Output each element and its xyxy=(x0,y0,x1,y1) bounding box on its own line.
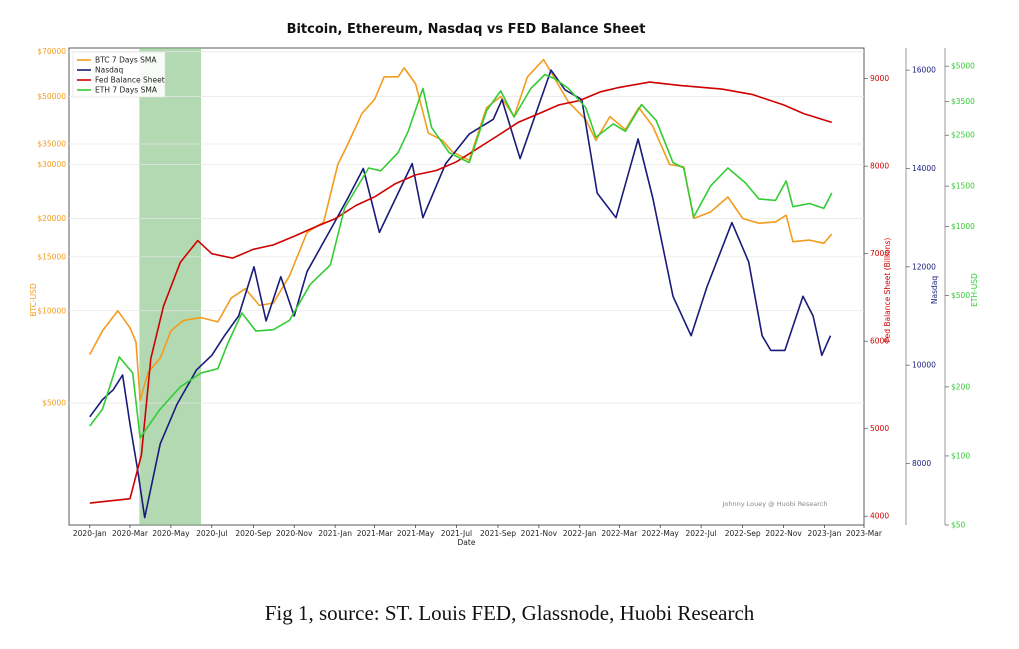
nasdaq-axis-label: Nasdaq xyxy=(930,276,939,304)
btc-tick-label: $15000 xyxy=(37,252,66,261)
x-tick-label: 2021-Jul xyxy=(441,529,472,538)
x-tick-label: 2023-Jan xyxy=(808,529,842,538)
chart-title: Bitcoin, Ethereum, Nasdaq vs FED Balance… xyxy=(287,22,646,37)
eth-tick-label: $2500 xyxy=(951,131,975,140)
eth-axis-label: ETH-USD xyxy=(970,273,979,307)
series-line-fed xyxy=(89,81,833,504)
x-tick-label: 2020-Jan xyxy=(73,529,107,538)
x-tick-label: 2021-Sep xyxy=(480,529,516,538)
figure-caption: Fig 1, source: ST. Louis FED, Glassnode,… xyxy=(264,601,755,625)
x-tick-label: 2022-Mar xyxy=(601,529,638,538)
axis-layer: 2020-Jan 2020-Mar 2020-May 2020-Jul 2020-Sep… xyxy=(29,47,979,547)
x-tick-label: 2021-Mar xyxy=(357,529,394,538)
nasdaq-tick-label: 16000 xyxy=(912,66,936,75)
x-tick-label: 2022-Sep xyxy=(725,529,761,538)
btc-tick-label: $35000 xyxy=(37,140,66,149)
x-tick-label: 2020-Sep xyxy=(235,529,271,538)
plot-area xyxy=(68,47,865,526)
fed-tick-label: 5000 xyxy=(870,424,889,433)
x-tick-label: 2020-Jul xyxy=(196,529,227,538)
nasdaq-tick-label: 10000 xyxy=(912,361,936,370)
eth-tick-label: $50 xyxy=(951,521,966,530)
fed-tick-label: 6000 xyxy=(870,337,889,346)
grid-layer xyxy=(69,51,864,404)
x-tick-label: 2021-May xyxy=(397,529,435,538)
legend: BTC 7 Days SMA Nasdaq Fed Balance Sheet … xyxy=(72,51,166,98)
nasdaq-tick-label: 8000 xyxy=(912,459,931,468)
series-layer xyxy=(89,58,833,519)
btc-tick-label: $10000 xyxy=(37,306,66,315)
legend-label-btc: BTC 7 Days SMA xyxy=(95,56,157,65)
btc-tick-label: $20000 xyxy=(37,214,66,223)
nasdaq-tick-label: 14000 xyxy=(912,164,936,173)
eth-tick-label: $3500 xyxy=(951,97,975,106)
x-tick-label: 2022-May xyxy=(642,529,680,538)
btc-axis-label: BTC-USD xyxy=(29,283,38,316)
series-line-eth xyxy=(89,73,833,439)
x-axis-label: Date xyxy=(458,538,476,547)
legend-label-eth: ETH 7 Days SMA xyxy=(95,86,158,95)
btc-tick-label: $70000 xyxy=(37,47,66,56)
fed-tick-label: 9000 xyxy=(870,74,889,83)
legend-label-fed: Fed Balance Sheet xyxy=(95,76,165,85)
fed-axis-label: Fed Balance Sheet (Billions) xyxy=(883,238,892,343)
eth-tick-label: $200 xyxy=(951,382,970,391)
x-tick-label: 2021-Jan xyxy=(318,529,352,538)
x-tick-label: 2022-Jul xyxy=(685,529,716,538)
eth-tick-label: $5000 xyxy=(951,62,975,71)
btc-tick-label: $50000 xyxy=(37,92,66,101)
eth-tick-label: $1000 xyxy=(951,222,975,231)
x-tick-label: 2020-May xyxy=(152,529,190,538)
x-tick-label: 2023-Mar xyxy=(846,529,883,538)
watermark: Johnny Louey @ Huobi Research xyxy=(721,500,827,508)
fed-tick-label: 7000 xyxy=(870,249,889,258)
eth-tick-label: $1500 xyxy=(951,182,975,191)
series-line-btc xyxy=(89,58,833,402)
eth-tick-label: $500 xyxy=(951,291,970,300)
fed-tick-label: 8000 xyxy=(870,162,889,171)
series-line-nasdaq xyxy=(89,69,832,519)
x-tick-label: 2020-Mar xyxy=(112,529,149,538)
chart-figure: Bitcoin, Ethereum, Nasdaq vs FED Balance… xyxy=(29,22,979,547)
nasdaq-tick-label: 12000 xyxy=(912,262,936,271)
btc-tick-label: $5000 xyxy=(42,399,66,408)
fed-tick-label: 4000 xyxy=(870,512,889,521)
x-tick-label: 2022-Jan xyxy=(563,529,597,538)
x-tick-label: 2022-Nov xyxy=(765,529,802,538)
btc-tick-label: $30000 xyxy=(37,160,66,169)
eth-tick-label: $100 xyxy=(951,451,970,460)
legend-label-nasdaq: Nasdaq xyxy=(95,66,123,75)
x-tick-label: 2020-Nov xyxy=(276,529,313,538)
x-tick-label: 2021-Nov xyxy=(521,529,558,538)
